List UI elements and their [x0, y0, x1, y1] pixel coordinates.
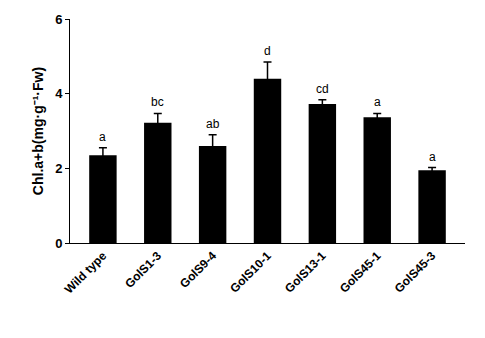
svg-text:a: a: [429, 150, 436, 164]
svg-text:d: d: [264, 44, 271, 58]
svg-text:GolS45-3: GolS45-3: [392, 249, 439, 296]
svg-text:4: 4: [55, 86, 63, 101]
svg-text:GolS10-1: GolS10-1: [227, 249, 274, 296]
svg-text:GolS1-3: GolS1-3: [122, 249, 164, 291]
svg-text:GolS45-1: GolS45-1: [337, 249, 384, 296]
svg-text:a: a: [99, 130, 106, 144]
svg-text:a: a: [374, 95, 381, 109]
svg-text:Chl.a+b(mg·g⁻¹·Fw): Chl.a+b(mg·g⁻¹·Fw): [30, 67, 46, 195]
svg-text:6: 6: [55, 12, 62, 27]
svg-text:Wild type: Wild type: [62, 249, 110, 297]
svg-text:bc: bc: [151, 95, 164, 109]
svg-text:2: 2: [55, 161, 62, 176]
svg-text:cd: cd: [316, 82, 329, 96]
svg-text:ab: ab: [206, 117, 220, 131]
svg-text:0: 0: [55, 236, 62, 251]
svg-text:GolS9-4: GolS9-4: [177, 249, 219, 291]
svg-text:GolS13-1: GolS13-1: [282, 249, 329, 296]
